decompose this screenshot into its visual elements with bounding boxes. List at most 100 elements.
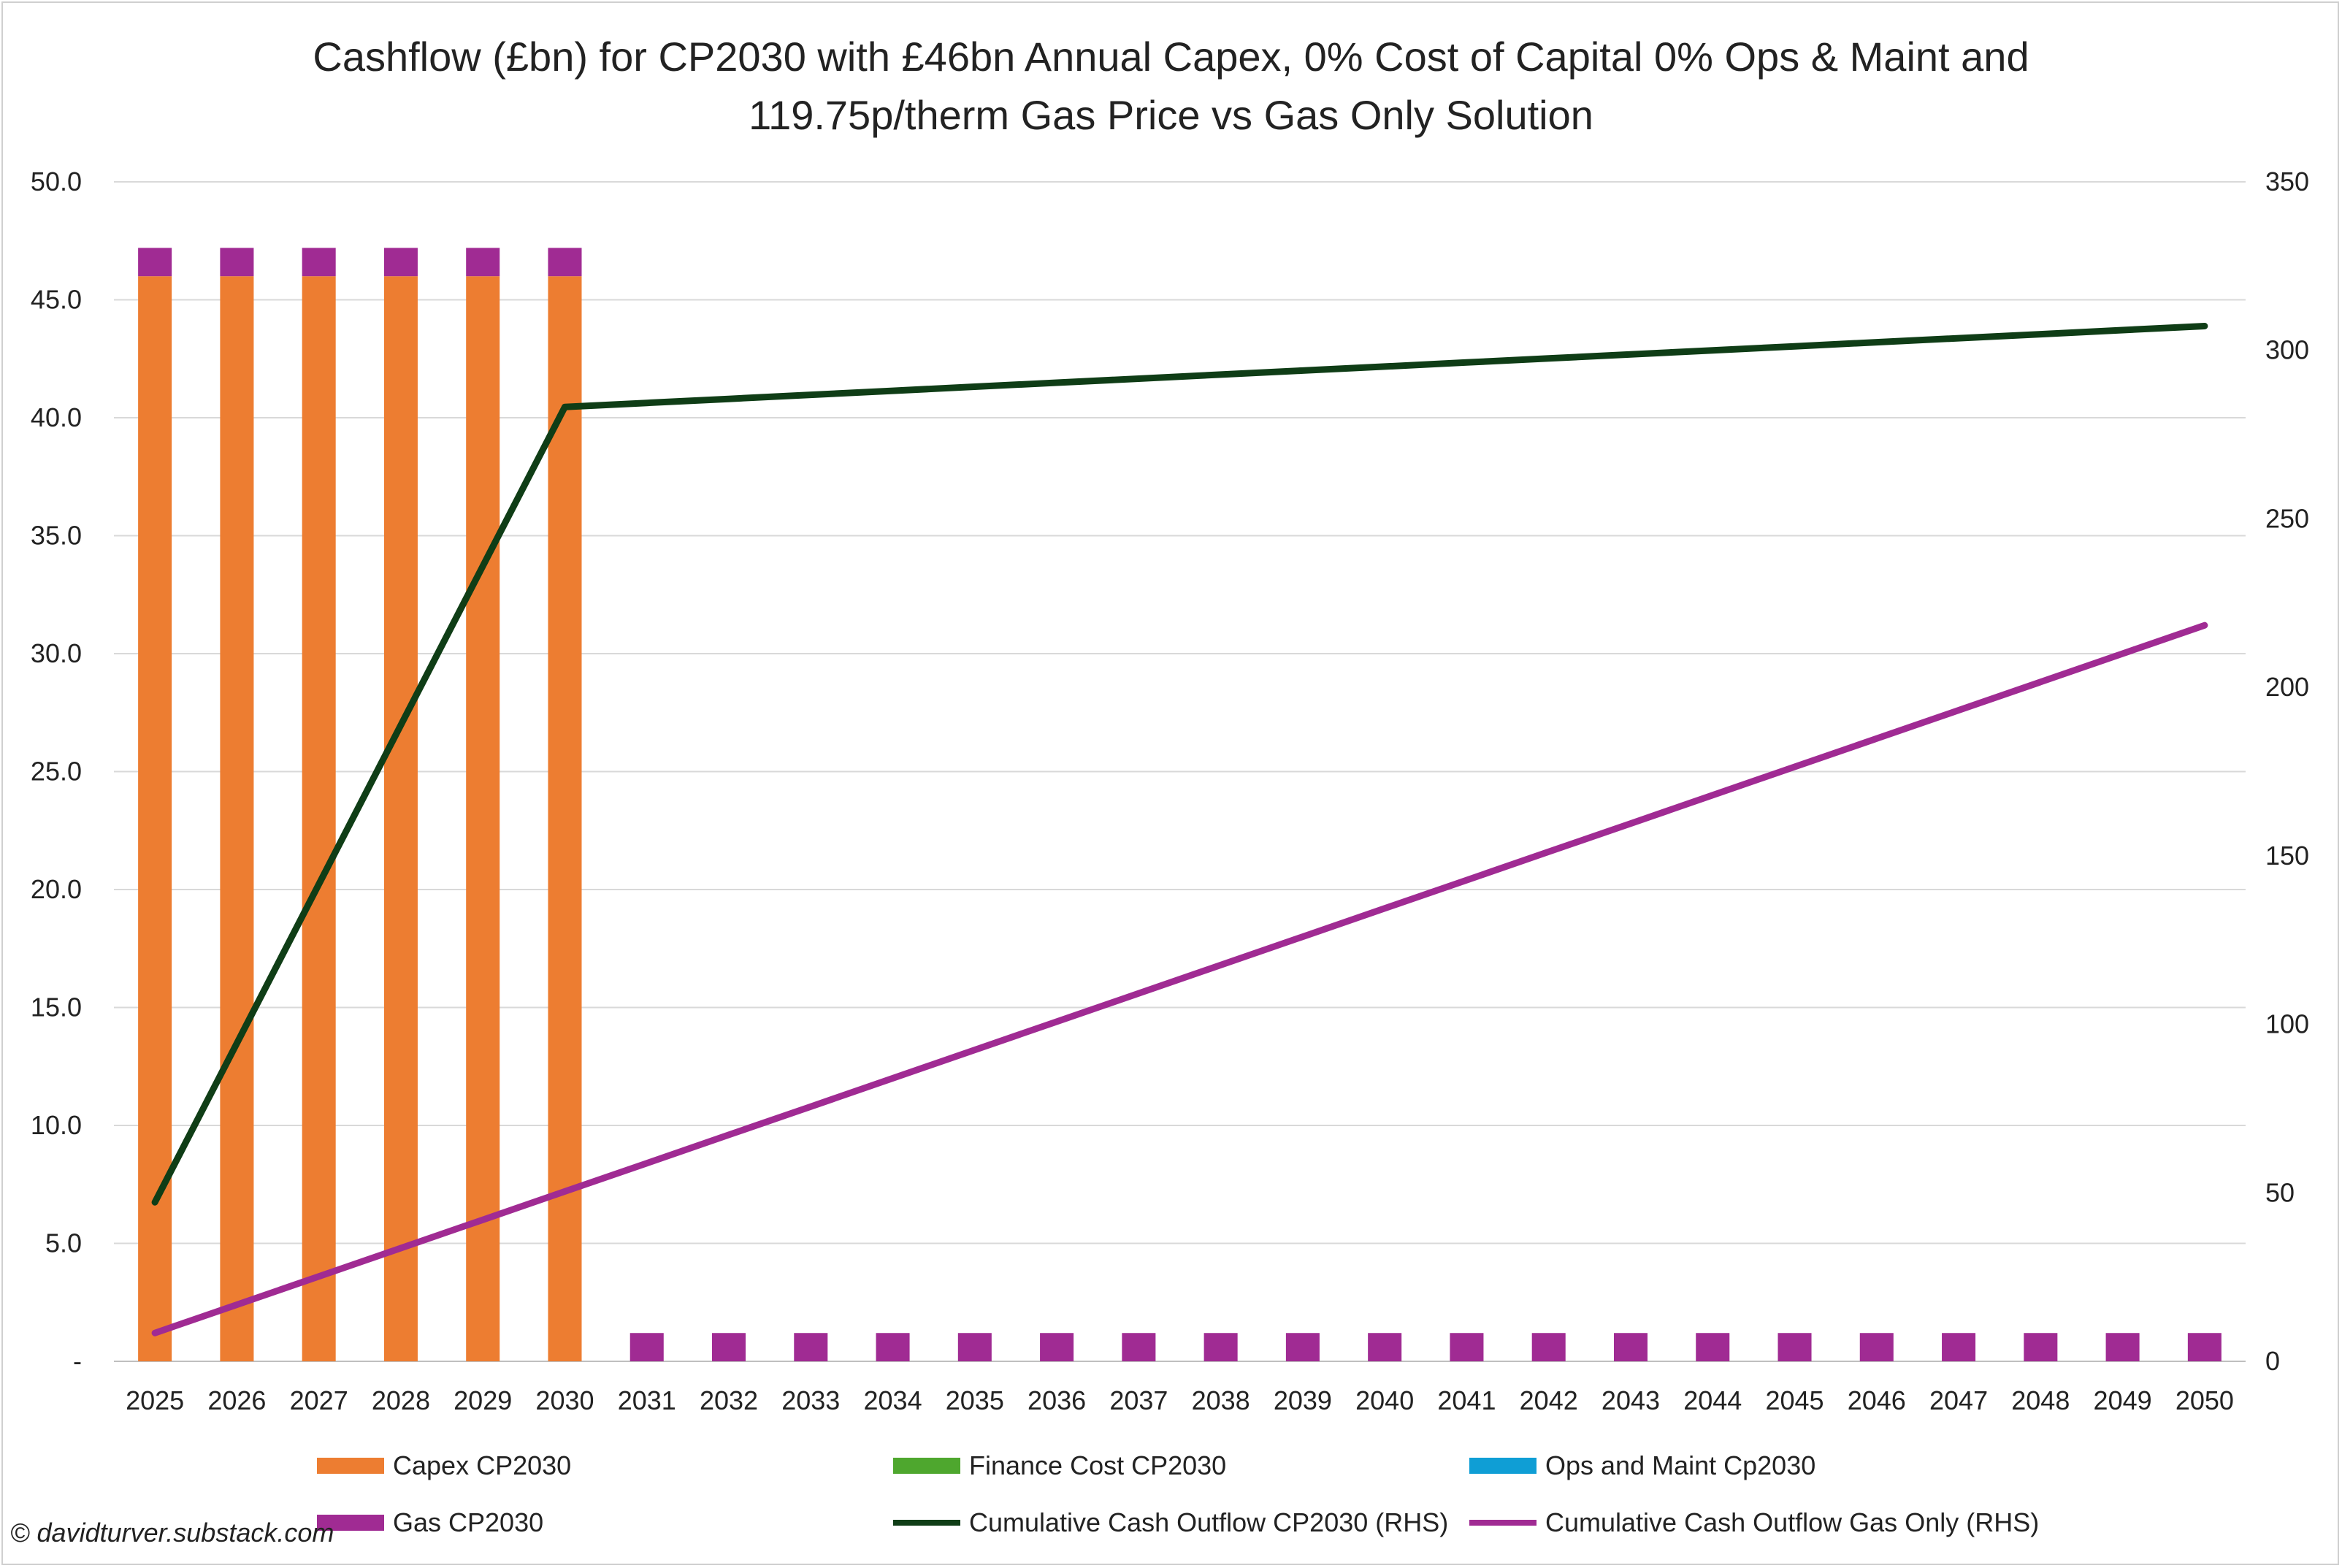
bar-gas-cp2030-2037 (1122, 1333, 1156, 1361)
bar-gas-cp2030-2025 (138, 248, 172, 277)
bar-gas-cp2030-2031 (629, 1333, 664, 1361)
legend-swatch-finance-cost (893, 1458, 960, 1474)
x-tick-label: 2044 (1683, 1385, 1742, 1415)
left-tick-label: 50.0 (31, 167, 82, 196)
x-tick-label: 2038 (1192, 1385, 1250, 1415)
left-tick-label: 25.0 (31, 757, 82, 787)
bar-gas-cp2030-2036 (1040, 1333, 1074, 1361)
bar-gas-cp2030-2047 (1942, 1333, 1976, 1361)
bar-gas-cp2030-2029 (466, 248, 500, 277)
bar-capex-cp2030-2026 (220, 276, 254, 1362)
legend-item-capex[interactable]: Capex CP2030 (317, 1447, 571, 1484)
gridlines (114, 181, 2246, 1362)
x-tick-label: 2028 (372, 1385, 430, 1415)
bar-capex-cp2030-2028 (383, 276, 418, 1362)
x-tick-label: 2033 (781, 1385, 840, 1415)
right-axis-ticks: 0 50 100 150 200 250 300 350 (2265, 167, 2309, 1376)
line-cumulative-cash-outflow-gas-only-rhs- (151, 622, 2208, 1336)
bar-capex-cp2030-2030 (548, 276, 582, 1362)
bar-gas-cp2030-2027 (302, 248, 336, 277)
bar-gas-cp2030-2048 (2024, 1333, 2058, 1361)
legend-label-finance-cost: Finance Cost CP2030 (969, 1450, 1227, 1480)
right-tick-label: 50 (2265, 1177, 2295, 1207)
legend-label-gas: Gas CP2030 (393, 1507, 544, 1537)
x-tick-label: 2040 (1355, 1385, 1414, 1415)
legend-line-cumulative-gas-only (1469, 1520, 1537, 1526)
right-tick-label: 300 (2265, 335, 2309, 365)
x-tick-label: 2027 (290, 1385, 348, 1415)
legend-label-cumulative-cp2030: Cumulative Cash Outflow CP2030 (RHS) (969, 1507, 1449, 1537)
left-tick-label: 30.0 (31, 638, 82, 668)
bar-gas-cp2030-2033 (794, 1333, 828, 1361)
chart-title: Cashflow (£bn) for CP2030 with £46bn Ann… (0, 28, 2342, 145)
legend-item-finance-cost[interactable]: Finance Cost CP2030 (893, 1447, 1226, 1484)
x-tick-label: 2037 (1109, 1385, 1168, 1415)
chart-title-line-1: Cashflow (£bn) for CP2030 with £46bn Ann… (313, 34, 2029, 80)
x-tick-label: 2039 (1274, 1385, 1332, 1415)
left-tick-label: 40.0 (31, 402, 82, 432)
x-tick-label: 2047 (1929, 1385, 1988, 1415)
legend-swatch-gas (317, 1515, 384, 1531)
x-tick-label: 2042 (1520, 1385, 1578, 1415)
x-tick-label: 2029 (454, 1385, 512, 1415)
right-tick-label: 0 (2265, 1346, 2280, 1376)
bar-gas-cp2030-2049 (2105, 1333, 2140, 1361)
bar-gas-cp2030-2038 (1203, 1333, 1238, 1361)
legend-item-cumulative-gas-only[interactable]: Cumulative Cash Outflow Gas Only (RHS) (1469, 1504, 2039, 1541)
chart-title-line-2: 119.75p/therm Gas Price vs Gas Only Solu… (749, 92, 1593, 138)
x-tick-label: 2036 (1028, 1385, 1086, 1415)
bar-series (138, 248, 2222, 1362)
bar-capex-cp2030-2027 (302, 276, 336, 1362)
x-axis-ticks: 2025 2026 2027 2028 2029 2030 2031 2032 2033 2034… (126, 1385, 2234, 1415)
right-tick-label: 100 (2265, 1009, 2309, 1039)
bar-capex-cp2030-2029 (466, 276, 500, 1362)
x-tick-label: 2046 (1848, 1385, 1906, 1415)
legend-item-cumulative-cp2030[interactable]: Cumulative Cash Outflow CP2030 (RHS) (893, 1504, 1448, 1541)
x-tick-label: 2026 (207, 1385, 266, 1415)
left-tick-label: - (73, 1346, 82, 1376)
legend-swatch-ops-maint (1469, 1458, 1537, 1474)
bar-gas-cp2030-2030 (548, 248, 582, 277)
legend-label-capex: Capex CP2030 (393, 1450, 572, 1480)
left-tick-label: 35.0 (31, 521, 82, 551)
x-tick-label: 2050 (2175, 1385, 2234, 1415)
legend-label-cumulative-gas-only: Cumulative Cash Outflow Gas Only (RHS) (1545, 1507, 2040, 1537)
right-tick-label: 250 (2265, 503, 2309, 533)
right-tick-label: 350 (2265, 167, 2309, 196)
line-cumulative-cash-outflow-cp2030-rhs- (151, 323, 2208, 1206)
x-tick-label: 2043 (1601, 1385, 1660, 1415)
bar-gas-cp2030-2026 (220, 248, 254, 277)
x-tick-label: 2045 (1765, 1385, 1824, 1415)
bar-gas-cp2030-2046 (1859, 1333, 1894, 1361)
bar-gas-cp2030-2039 (1285, 1333, 1320, 1361)
bar-gas-cp2030-2044 (1696, 1333, 1730, 1361)
bar-gas-cp2030-2032 (712, 1333, 746, 1361)
line-series (151, 323, 2208, 1336)
x-tick-label: 2025 (126, 1385, 184, 1415)
left-axis-ticks: - 5.0 10.0 15.0 20.0 25.0 30.0 35.0 40.0 45.0 50.0 (31, 167, 82, 1376)
bar-gas-cp2030-2050 (2187, 1333, 2222, 1361)
bar-gas-cp2030-2040 (1368, 1333, 1402, 1361)
bar-gas-cp2030-2045 (1777, 1333, 1812, 1361)
right-tick-label: 150 (2265, 841, 2309, 871)
left-tick-label: 10.0 (31, 1110, 82, 1140)
legend-item-ops-maint[interactable]: Ops and Maint Cp2030 (1469, 1447, 1815, 1484)
legend-swatch-capex (317, 1458, 384, 1474)
x-tick-label: 2032 (700, 1385, 758, 1415)
x-tick-label: 2048 (2011, 1385, 2070, 1415)
left-tick-label: 5.0 (45, 1228, 82, 1258)
legend-line-cumulative-cp2030 (893, 1520, 960, 1526)
left-tick-label: 15.0 (31, 993, 82, 1022)
bar-gas-cp2030-2035 (957, 1333, 992, 1361)
bar-gas-cp2030-2043 (1613, 1333, 1648, 1361)
x-tick-label: 2030 (535, 1385, 594, 1415)
left-tick-label: 20.0 (31, 874, 82, 904)
x-tick-label: 2049 (2094, 1385, 2152, 1415)
bar-gas-cp2030-2028 (383, 248, 418, 277)
right-tick-label: 200 (2265, 672, 2309, 702)
x-tick-label: 2041 (1437, 1385, 1496, 1415)
legend-label-ops-maint: Ops and Maint Cp2030 (1545, 1450, 1816, 1480)
x-tick-label: 2035 (946, 1385, 1004, 1415)
legend-item-gas[interactable]: Gas CP2030 (317, 1504, 543, 1541)
